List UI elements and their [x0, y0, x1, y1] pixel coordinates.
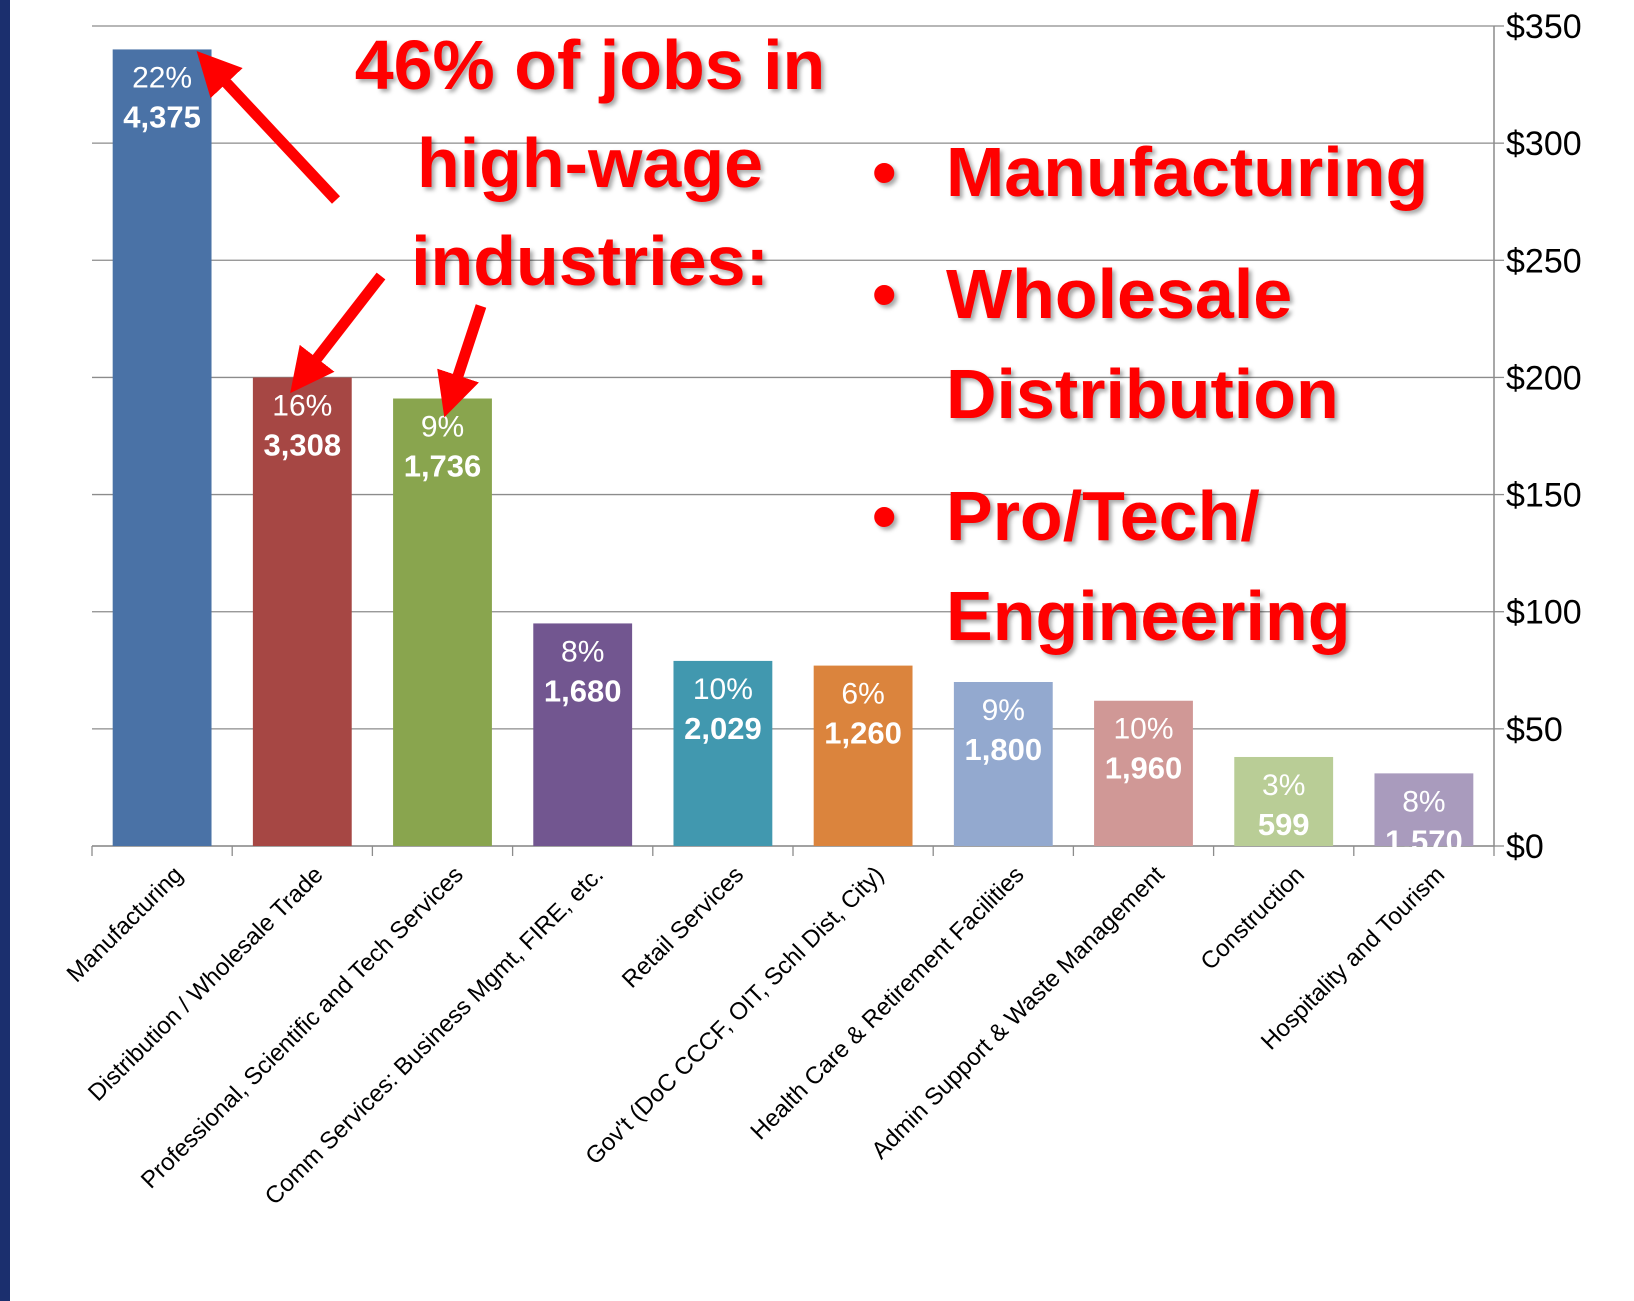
- bullet-item: • Wholesale Distribution: [872, 244, 1532, 444]
- y-tick-label: $350: [1506, 8, 1582, 46]
- bullet-item: • Manufacturing: [872, 122, 1532, 222]
- bar-count-label: 599: [1258, 807, 1310, 842]
- bar: [393, 398, 492, 846]
- bar-labels: 22% 4,375 16% 3,308 9% 1,736 8% 1,680 10% 2,029 6%…: [123, 61, 1462, 858]
- bar: [1094, 700, 1193, 846]
- bar-percent-label: 8%: [561, 635, 604, 668]
- bar-count-label: 1,960: [1105, 751, 1183, 786]
- bar-percent-label: 22%: [132, 61, 192, 94]
- callout-arrow: [290, 272, 386, 394]
- bar-count-label: 1,680: [544, 673, 622, 708]
- bars: [112, 49, 1474, 846]
- bar-count-label: 1,800: [965, 732, 1043, 767]
- x-tick-label: Gov't (DoC CCCF, OIT, Schl Dist, City): [580, 861, 889, 1170]
- callout-arrow: [437, 304, 487, 418]
- bar: [673, 660, 773, 846]
- callout-arrow: [196, 50, 341, 204]
- x-tick-label: Construction: [1196, 861, 1310, 975]
- y-tick-label: $250: [1506, 242, 1582, 280]
- x-tick-label: Admin Support & Waste Management: [866, 861, 1170, 1165]
- x-tick-label: Health Care & Retirement Facilities: [745, 861, 1029, 1145]
- bar-count-label: 1,736: [404, 449, 482, 484]
- y-tick-label: $300: [1506, 125, 1582, 163]
- bullet-text: Pro/Tech/: [946, 477, 1260, 555]
- bar-percent-label: 6%: [841, 678, 884, 711]
- bar-percent-label: 9%: [982, 694, 1025, 727]
- bar-count-label: 1,260: [824, 716, 902, 751]
- bullet-glyph: •: [872, 255, 897, 333]
- bullet-glyph: •: [872, 133, 897, 211]
- bullet-glyph: •: [872, 477, 897, 555]
- bar: [1234, 756, 1334, 846]
- bar-count-label: 2,029: [684, 711, 762, 746]
- callout-title: 46% of jobs in high-wage industries:: [250, 16, 930, 310]
- slide-background: 22% 4,375 16% 3,308 9% 1,736 8% 1,680 10% 2,029 6%…: [10, 0, 1634, 1301]
- bar: [112, 49, 212, 846]
- bar-percent-label: 9%: [421, 411, 464, 444]
- x-tick-label: Retail Services: [617, 861, 749, 993]
- y-tick-label: $50: [1506, 711, 1563, 749]
- bullet-text: Distribution: [946, 355, 1339, 433]
- bullet-text: Wholesale: [946, 255, 1293, 333]
- callout-title-line: high-wage: [416, 124, 764, 202]
- y-tick-label: $100: [1506, 594, 1582, 632]
- callout-bullets: • Manufacturing • Wholesale Distribution…: [872, 122, 1532, 666]
- bullet-text: Engineering: [946, 577, 1351, 655]
- x-tick-label: Distribution / Wholesale Trade: [83, 861, 328, 1106]
- x-tick-label: Manufacturing: [62, 861, 189, 988]
- bar-percent-label: 3%: [1262, 769, 1305, 802]
- callout-arrows: [196, 50, 487, 418]
- bullet-text: Manufacturing: [946, 133, 1429, 211]
- x-tick-label: Professional, Scientific and Tech Servic…: [136, 861, 469, 1194]
- bullet-item: • Pro/Tech/ Engineering: [872, 466, 1532, 666]
- y-tick-label: $0: [1506, 828, 1544, 866]
- bar: [533, 623, 633, 846]
- bar-count-label: 1,570: [1385, 823, 1463, 858]
- y-axis-ticks: $0 $50 $100 $150 $200 $250 $300 $350: [1506, 8, 1582, 866]
- bar-percent-label: 16%: [272, 389, 332, 422]
- bar: [252, 377, 352, 846]
- bar-percent-label: 10%: [693, 673, 753, 706]
- bar-count-label: 3,308: [264, 427, 342, 462]
- bar-count-label: 4,375: [123, 99, 201, 134]
- callout-title-line: 46% of jobs in: [354, 26, 826, 104]
- callout-title-line: industries:: [411, 222, 769, 300]
- bar: [953, 682, 1053, 846]
- bar: [1374, 773, 1474, 846]
- y-tick-label: $150: [1506, 477, 1582, 515]
- bar-chart: 22% 4,375 16% 3,308 9% 1,736 8% 1,680 10% 2,029 6%…: [62, 8, 1582, 1210]
- y-tick-label: $200: [1506, 359, 1582, 397]
- bar-percent-label: 10%: [1113, 713, 1173, 746]
- bar: [813, 665, 913, 846]
- bar-percent-label: 8%: [1402, 785, 1445, 818]
